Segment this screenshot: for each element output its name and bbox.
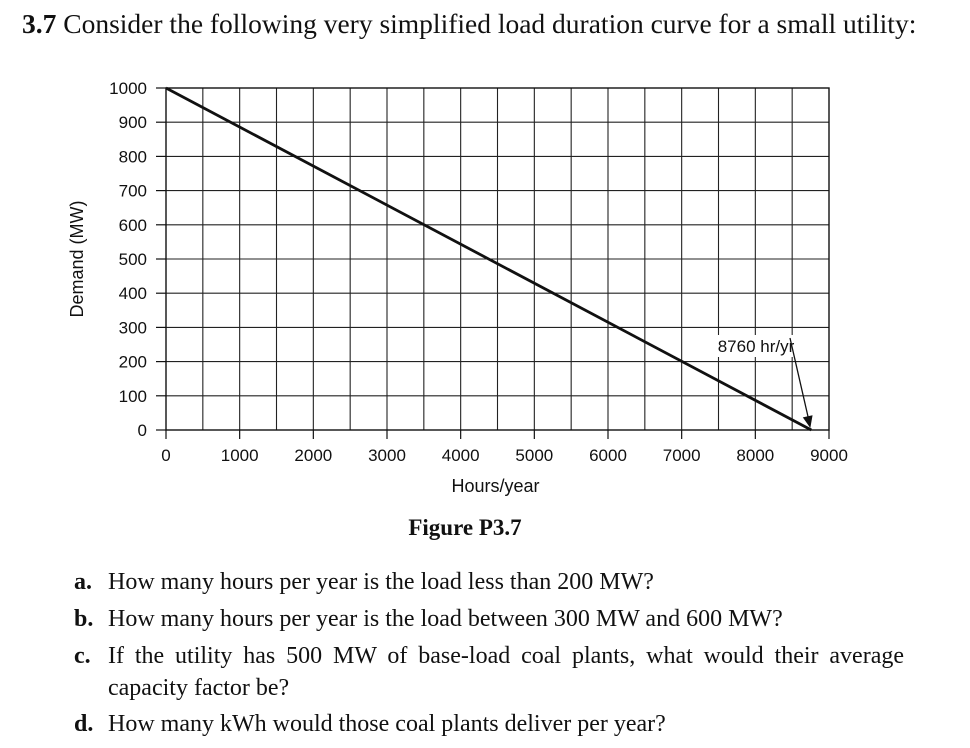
annotation-arrow-line xyxy=(789,337,809,419)
y-tick-label: 200 xyxy=(119,353,147,372)
x-tick-label: 4000 xyxy=(442,446,480,465)
x-tick-label: 9000 xyxy=(810,446,848,465)
x-tick-label: 1000 xyxy=(221,446,259,465)
question-letter: b. xyxy=(74,606,94,632)
y-tick-label: 300 xyxy=(119,318,147,337)
x-tick-label: 8000 xyxy=(736,446,774,465)
x-tick-label: 7000 xyxy=(663,446,701,465)
problem-number: 3.7 xyxy=(22,8,57,39)
problem-text: Consider the following very simplified l… xyxy=(63,8,917,39)
y-tick-label: 800 xyxy=(119,147,147,166)
problem-header: 3.7 Consider the following very simplifi… xyxy=(22,8,916,40)
y-axis-label: Demand (MW) xyxy=(67,200,87,317)
question-text: If the utility has 500 MW of base-load c… xyxy=(108,643,904,701)
y-tick-label: 100 xyxy=(119,387,147,406)
y-tick-label: 500 xyxy=(119,250,147,269)
chart-series xyxy=(165,86,812,432)
x-axis-label: Hours/year xyxy=(451,476,539,496)
x-tick-label: 5000 xyxy=(515,446,553,465)
question-c: c. If the utility has 500 MW of base-load… xyxy=(74,640,904,704)
question-text: How many kWh would those coal plants del… xyxy=(108,711,666,737)
load-duration-chart: 0 100 200 300 400 500 600 700 800 900 1000 0 1000 200… xyxy=(67,79,848,496)
chart-grid xyxy=(166,88,829,430)
y-tick-label: 900 xyxy=(119,113,147,132)
y-tick-label: 400 xyxy=(119,284,147,303)
x-tick-label: 2000 xyxy=(294,446,332,465)
x-tick-label: 3000 xyxy=(368,446,406,465)
question-a: a. How many hours per year is the load le… xyxy=(74,566,904,598)
annotation-arrowhead xyxy=(802,415,813,428)
chart-annotations: 8760 hr/yr xyxy=(710,335,813,428)
question-d: d. How many kWh would those coal plants d… xyxy=(74,708,904,740)
y-tick-label: 600 xyxy=(119,216,147,235)
x-tick-label: 6000 xyxy=(589,446,627,465)
y-tick-label: 0 xyxy=(138,421,147,440)
question-b: b. How many hours per year is the load be… xyxy=(74,603,904,635)
question-letter: d. xyxy=(74,711,94,737)
y-tick-label: 700 xyxy=(119,182,147,201)
question-letter: c. xyxy=(74,643,91,669)
annotation-background xyxy=(710,335,804,357)
question-text: How many hours per year is the load less… xyxy=(108,569,654,595)
figure-caption: Figure P3.7 xyxy=(408,515,522,540)
chart-axes: 0 100 200 300 400 500 600 700 800 900 1000 0 1000 200… xyxy=(67,79,848,496)
y-tick-label: 1000 xyxy=(109,79,147,98)
annotation-label: 8760 hr/yr xyxy=(718,337,795,356)
question-text: How many hours per year is the load betw… xyxy=(108,606,783,632)
load-duration-line xyxy=(165,86,812,432)
x-tick-label: 0 xyxy=(161,446,170,465)
question-letter: a. xyxy=(74,569,92,595)
